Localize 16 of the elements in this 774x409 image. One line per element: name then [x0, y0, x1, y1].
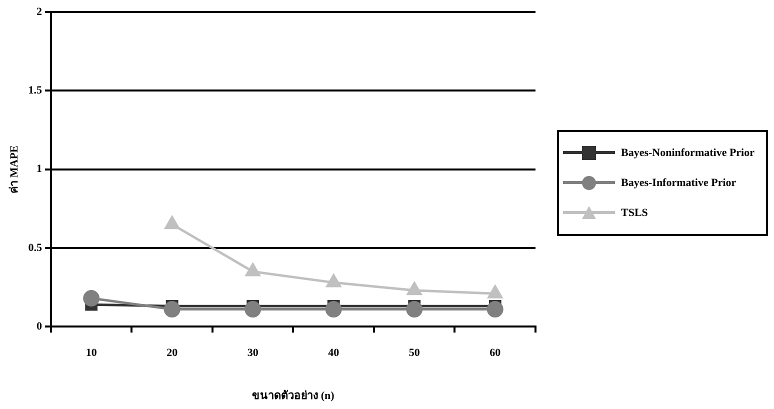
legend-label: Bayes-Noninformative Prior — [621, 147, 754, 159]
legend-label: Bayes-Informative Prior — [621, 177, 736, 189]
x-tick-label: 30 — [247, 347, 259, 360]
y-tick-label: 0 — [36, 320, 42, 332]
x-tick-label: 60 — [490, 347, 502, 360]
y-axis-title: ค่า MAPE — [8, 145, 20, 194]
y-tick-label: 1 — [36, 163, 42, 176]
x-tick-label: 10 — [86, 347, 98, 360]
y-tick-label: 0.5 — [28, 242, 42, 254]
x-tick-label: 40 — [328, 347, 340, 360]
legend-label: TSLS — [621, 207, 648, 219]
x-axis-title: ขนาดตัวอย่าง (n) — [252, 389, 335, 402]
y-tick-label: 2 — [36, 6, 42, 18]
x-tick-label: 50 — [408, 347, 420, 360]
y-tick-label: 1.5 — [28, 84, 42, 96]
x-tick-label: 20 — [166, 347, 178, 360]
